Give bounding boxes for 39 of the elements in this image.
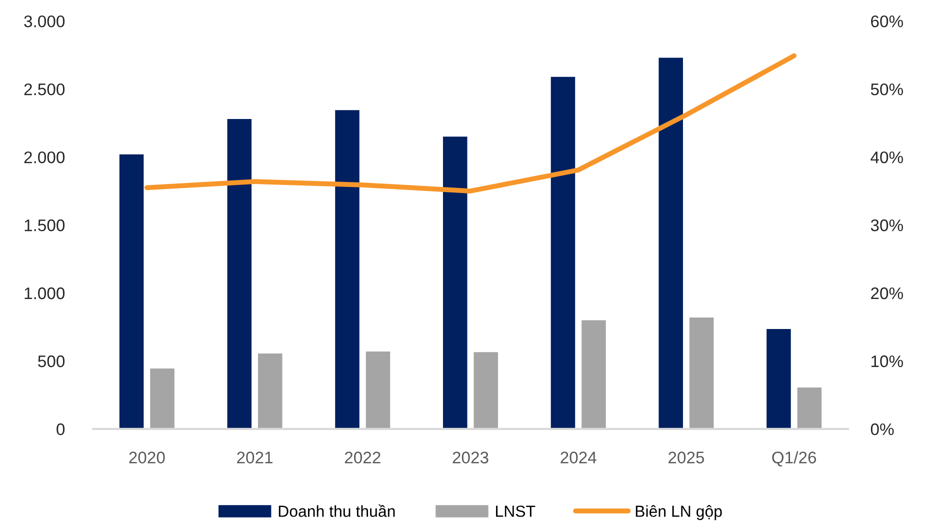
- bar: [582, 320, 606, 429]
- bar: [258, 354, 282, 429]
- bar: [474, 352, 498, 429]
- y2-tick-label: 0%: [870, 423, 894, 436]
- y-tick-label: 2.500: [24, 83, 65, 96]
- y-tick-label: 0: [56, 423, 65, 436]
- x-tick-label: 2023: [452, 452, 488, 464]
- x-tick-label: 2025: [668, 452, 704, 464]
- bar: [227, 118, 252, 429]
- y2-tick-label: 40%: [870, 151, 903, 164]
- bar: [442, 136, 468, 429]
- legend-label: LNST: [496, 506, 536, 517]
- y2-tick-label: 20%: [871, 287, 903, 300]
- y2-tick-label: 50%: [870, 83, 903, 96]
- y2-tick-label: 60%: [871, 15, 903, 28]
- line-series: [144, 53, 797, 194]
- y2-tick-label: 30%: [870, 219, 903, 232]
- x-tick-label: 2020: [129, 452, 165, 464]
- y-tick-label: 2.000: [24, 151, 65, 164]
- legend-label: Biên LN gộp: [636, 505, 722, 520]
- y-tick-label: 3.000: [24, 15, 65, 28]
- bar: [150, 368, 174, 429]
- y-tick-label: 1.000: [24, 287, 65, 300]
- x-tick-label: 2021: [237, 452, 273, 464]
- bar: [550, 76, 576, 429]
- bar: [658, 58, 683, 429]
- y2-tick-label: 10%: [872, 355, 903, 368]
- bar: [366, 351, 390, 429]
- y-tick-label: 500: [38, 355, 65, 368]
- bar: [119, 154, 144, 429]
- y-tick-label: 1.500: [24, 219, 65, 232]
- bar: [335, 110, 360, 429]
- bar: [689, 317, 714, 429]
- x-tick-label: 2024: [560, 452, 596, 464]
- x-tick-label: 2022: [344, 452, 380, 464]
- bar: [797, 388, 822, 429]
- legend-label: Doanh thu thuần: [278, 504, 395, 517]
- bar: [766, 329, 791, 429]
- x-tick-label: Q1/26: [772, 451, 816, 466]
